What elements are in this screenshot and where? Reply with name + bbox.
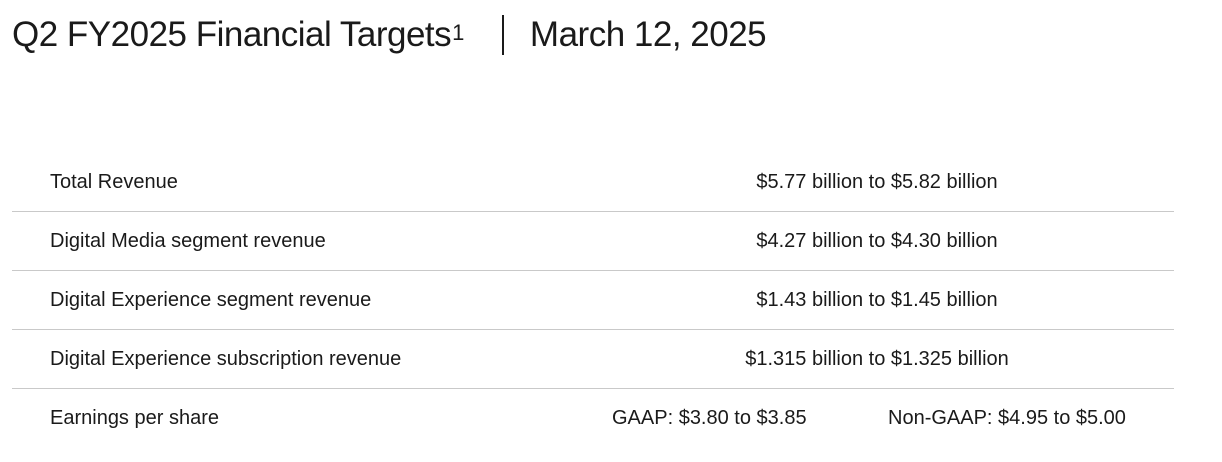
table-row: Digital Experience subscription revenue …: [12, 330, 1174, 389]
row-value: $4.27 billion to $4.30 billion: [756, 230, 998, 252]
row-label: Digital Experience subscription revenue: [50, 348, 402, 370]
footnote-marker: 1: [452, 20, 464, 45]
table-row: Digital Media segment revenue $4.27 bill…: [12, 212, 1174, 271]
row-label: Digital Media segment revenue: [50, 230, 326, 252]
title-divider: [501, 15, 504, 55]
financial-targets-table: Total Revenue $5.77 billion to $5.82 bil…: [12, 153, 1174, 447]
report-date: March 12, 2025: [529, 15, 767, 54]
row-value: $1.315 billion to $1.325 billion: [745, 348, 1009, 370]
table-row: Digital Experience segment revenue $1.43…: [12, 271, 1174, 330]
row-label: Digital Experience segment revenue: [50, 289, 372, 311]
row-value: $5.77 billion to $5.82 billion: [756, 171, 998, 193]
table-row-eps: Earnings per share GAAP: $3.80 to $3.85 …: [12, 389, 1174, 447]
eps-gaap-value: GAAP: $3.80 to $3.85: [612, 407, 807, 429]
eps-non-gaap-value: Non-GAAP: $4.95 to $5.00: [888, 407, 1126, 429]
eps-label: Earnings per share: [50, 407, 219, 429]
page-header: Q2 FY2025 Financial Targets1 March 12, 2…: [12, 10, 767, 60]
page-title: Q2 FY2025 Financial Targets1: [12, 15, 464, 55]
row-label: Total Revenue: [50, 171, 178, 193]
title-text: Q2 FY2025 Financial Targets: [12, 15, 452, 54]
row-value: $1.43 billion to $1.45 billion: [756, 289, 998, 311]
table-row: Total Revenue $5.77 billion to $5.82 bil…: [12, 153, 1174, 212]
